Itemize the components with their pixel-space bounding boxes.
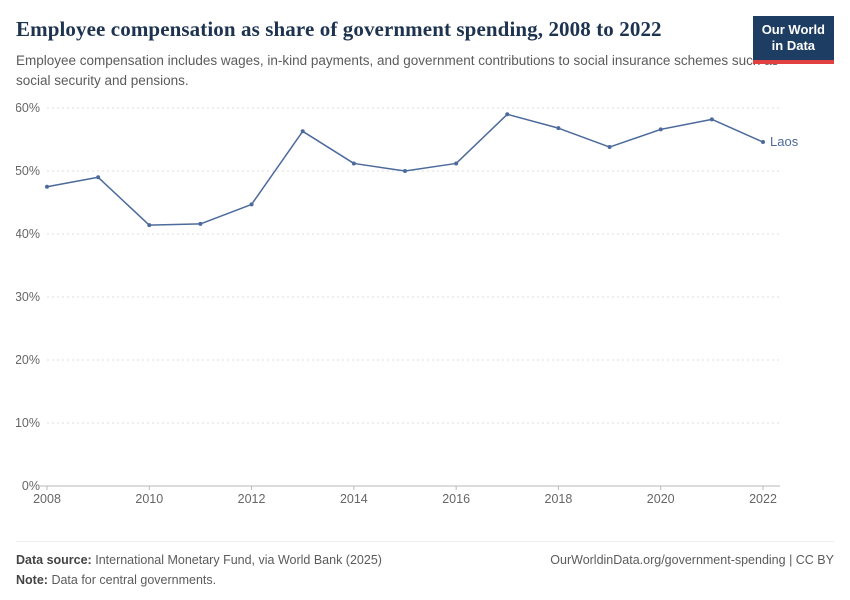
svg-text:Laos: Laos <box>770 134 799 149</box>
svg-text:2018: 2018 <box>545 492 573 506</box>
owid-logo[interactable]: Our World in Data <box>752 16 834 64</box>
svg-text:50%: 50% <box>16 164 40 178</box>
chart-subtitle: Employee compensation includes wages, in… <box>16 53 779 88</box>
svg-text:2014: 2014 <box>340 492 368 506</box>
svg-text:10%: 10% <box>16 416 40 430</box>
svg-text:2016: 2016 <box>442 492 470 506</box>
note-label: Note: <box>16 572 48 587</box>
svg-text:2008: 2008 <box>33 492 61 506</box>
data-source-label: Data source: <box>16 553 92 568</box>
chart-title: Employee compensation as share of govern… <box>16 17 662 41</box>
chart-header: Employee compensation as share of govern… <box>16 16 834 90</box>
note-line: Note: Data for central governments. <box>16 571 382 590</box>
owid-logo-line1: Our World <box>761 22 825 37</box>
svg-text:2020: 2020 <box>647 492 675 506</box>
svg-text:2010: 2010 <box>135 492 163 506</box>
owid-logo-line2: in Data <box>771 38 816 54</box>
data-source-line: Data source: International Monetary Fund… <box>16 551 382 570</box>
data-source-text: International Monetary Fund, via World B… <box>95 553 382 568</box>
svg-text:2012: 2012 <box>238 492 266 506</box>
note-text: Data for central governments. <box>51 572 217 587</box>
chart-footer: Data source: International Monetary Fund… <box>16 541 834 590</box>
svg-text:40%: 40% <box>16 227 40 241</box>
line-chart[interactable]: 0% 10% 20% 30% 40% 50% 60% 2008 2010 2012 2014 2016… <box>16 96 834 510</box>
footer-source-note: Data source: International Monetary Fund… <box>16 551 382 590</box>
svg-text:60%: 60% <box>16 101 40 115</box>
svg-text:2022: 2022 <box>749 492 777 506</box>
svg-text:0%: 0% <box>22 479 40 493</box>
credit-link[interactable]: OurWorldinData.org/government-spending |… <box>550 553 834 568</box>
svg-text:20%: 20% <box>16 353 40 367</box>
svg-text:30%: 30% <box>16 290 40 304</box>
